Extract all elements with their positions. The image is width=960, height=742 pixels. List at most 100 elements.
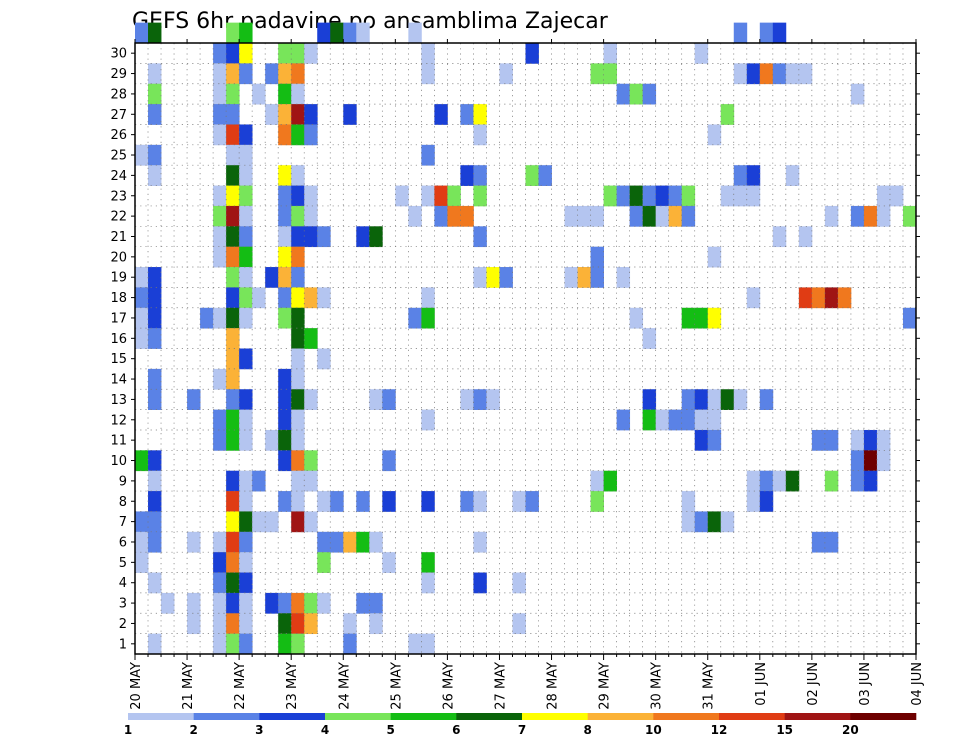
heatmap-cell: [746, 491, 761, 512]
x-tick-label: 30 MAY: [650, 662, 665, 710]
heatmap-cell: [135, 144, 149, 166]
heatmap-cell: [668, 409, 683, 431]
heatmap-cell: [694, 429, 709, 451]
y-tick-label: 23: [110, 189, 127, 204]
heatmap-cell: [304, 470, 318, 492]
heatmap-cell: [278, 633, 292, 655]
heatmap-cell: [239, 531, 253, 553]
heatmap-cell: [226, 613, 240, 635]
heatmap-cell: [239, 511, 253, 533]
heatmap-cell: [733, 165, 748, 186]
heatmap-cell: [148, 328, 162, 349]
heatmap-cell: [291, 328, 305, 349]
heatmap-cell: [759, 63, 774, 85]
legend-swatch: [193, 713, 260, 720]
heatmap-cell: [239, 409, 253, 431]
heatmap-cell: [499, 63, 513, 85]
y-tick-label: 16: [110, 332, 127, 347]
heatmap-cell: [304, 511, 318, 533]
y-tick-label: 4: [119, 576, 127, 591]
heatmap-cell: [694, 511, 709, 533]
heatmap-cell: [590, 63, 604, 85]
legend-label: 6: [452, 723, 460, 737]
x-tick-label: 27 MAY: [493, 662, 508, 710]
heatmap-cell: [278, 389, 292, 410]
heatmap-cell: [148, 572, 162, 594]
heatmap-cell: [226, 572, 240, 594]
heatmap-cell: [278, 409, 292, 431]
y-tick-label: 30: [110, 47, 127, 62]
heatmap-cell: [798, 287, 813, 309]
heatmap-cell: [135, 552, 149, 573]
heatmap-cell: [226, 144, 240, 166]
heatmap-cell: [291, 511, 305, 533]
heatmap-cell: [499, 267, 513, 288]
heatmap-cell: [265, 267, 279, 288]
heatmap-cell: [239, 22, 253, 44]
heatmap-cell: [226, 43, 240, 64]
heatmap-cell: [239, 429, 253, 451]
heatmap-cell: [317, 491, 331, 512]
heatmap-cell: [226, 124, 240, 146]
heatmap-cell: [278, 368, 292, 390]
heatmap-cell: [421, 552, 435, 573]
heatmap-cell: [252, 287, 266, 309]
heatmap-cell: [460, 205, 474, 227]
heatmap-cell: [213, 531, 227, 553]
heatmap-cell: [876, 450, 891, 472]
heatmap-cell: [278, 124, 292, 146]
heatmap-cell: [421, 572, 435, 594]
heatmap-cell: [681, 409, 696, 431]
heatmap-cell: [135, 511, 149, 533]
heatmap-cell: [369, 531, 383, 553]
x-tick-label: 02 JUN: [806, 662, 821, 706]
heatmap-cell: [642, 409, 657, 431]
heatmap-cell: [707, 246, 722, 268]
heatmap-cell: [226, 226, 240, 248]
heatmap-cell: [421, 287, 435, 309]
heatmap-cell: [850, 450, 865, 472]
legend-label: 10: [645, 723, 662, 737]
heatmap-cell: [421, 633, 435, 655]
heatmap-cell: [148, 389, 162, 410]
heatmap-cell: [148, 63, 162, 85]
heatmap-cell: [148, 22, 162, 44]
heatmap-cell: [681, 511, 696, 533]
heatmap-cells: [135, 22, 917, 655]
heatmap-cell: [226, 633, 240, 655]
y-tick-label: 28: [110, 87, 127, 102]
heatmap-cell: [889, 185, 904, 207]
heatmap-cell: [135, 22, 149, 44]
heatmap-cell: [590, 491, 604, 512]
heatmap-cell: [187, 389, 201, 410]
legend-swatch: [850, 713, 917, 720]
heatmap-cell: [655, 409, 670, 431]
heatmap-cell: [291, 613, 305, 635]
heatmap-cell: [694, 409, 709, 431]
heatmap-cell: [668, 205, 683, 227]
heatmap-cell: [746, 165, 761, 186]
heatmap-cell: [525, 43, 539, 64]
heatmap-cell: [356, 531, 370, 553]
legend-label: 2: [189, 723, 197, 737]
legend-label: 3: [255, 723, 263, 737]
heatmap-cell: [304, 287, 318, 309]
y-tick-label: 19: [110, 271, 127, 286]
heatmap-cell: [213, 226, 227, 248]
heatmap-cell: [369, 389, 383, 410]
heatmap-cell: [616, 409, 631, 431]
heatmap-cell: [213, 368, 227, 390]
heatmap-cell: [291, 165, 305, 186]
heatmap-cell: [356, 592, 370, 614]
heatmap-cell: [746, 470, 761, 492]
heatmap-cell: [148, 165, 162, 186]
heatmap-cell: [213, 124, 227, 146]
heatmap-cell: [187, 613, 201, 635]
heatmap-cell: [343, 613, 357, 635]
legend-swatch: [456, 713, 523, 720]
heatmap-cell: [330, 22, 344, 44]
heatmap-cell: [707, 409, 722, 431]
heatmap-cell: [473, 226, 487, 248]
heatmap-cell: [473, 389, 487, 410]
colorbar-legend: 1 2 3 4 5 6 7 8 10 12 15 20: [124, 713, 917, 737]
